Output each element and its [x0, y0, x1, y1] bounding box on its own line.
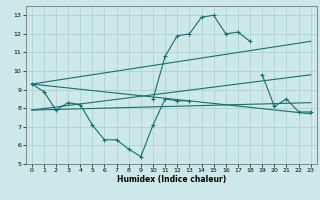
- X-axis label: Humidex (Indice chaleur): Humidex (Indice chaleur): [116, 175, 226, 184]
